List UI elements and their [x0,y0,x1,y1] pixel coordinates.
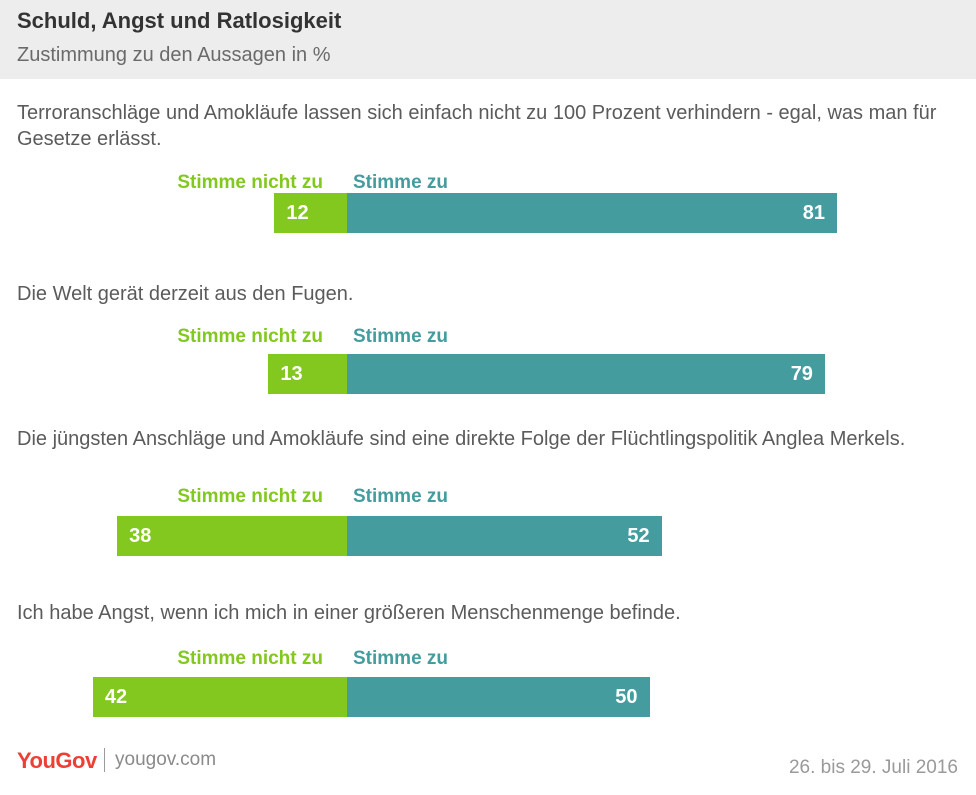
chart-header: Schuld, Angst und Ratlosigkeit Zustimmun… [0,0,976,79]
question-text: Terroranschläge und Amokläufe lassen sic… [17,102,937,150]
bar-agree: 50 [347,677,650,717]
bar-disagree: 13 [268,354,347,394]
footer-date: 26. bis 29. Juli 2016 [788,757,958,778]
chart-title: Schuld, Angst und Ratlosigkeit [17,8,342,33]
legend-label-agree: Stimme zu [353,648,449,669]
legend-label-disagree: Stimme nicht zu [177,648,323,669]
legend-label-disagree: Stimme nicht zu [177,326,323,347]
legend-label-agree: Stimme zu [353,172,449,193]
bar-agree: 52 [347,516,662,556]
bar-disagree: 42 [92,677,347,717]
bar-agree: 81 [347,193,838,233]
bar-agree: 79 [347,354,825,394]
question-text: Die Welt gerät derzeit aus den Fugen. [17,283,354,305]
legend-label-agree: Stimme zu [353,326,449,347]
chart-subtitle: Zustimmung zu den Aussagen in % [17,44,331,66]
bar-disagree: 38 [117,516,347,556]
bar-disagree: 12 [274,193,347,233]
legend-label-agree: Stimme zu [353,486,449,507]
question-text: Die jüngsten Anschläge und Amokläufe sin… [17,428,906,450]
footer-divider [104,748,105,772]
legend-label-disagree: Stimme nicht zu [177,486,323,507]
yougov-logo: YouGov [17,748,97,773]
footer-site: yougov.com [115,749,217,770]
legend-label-disagree: Stimme nicht zu [177,172,323,193]
question-text: Ich habe Angst, wenn ich mich in einer g… [17,602,681,624]
